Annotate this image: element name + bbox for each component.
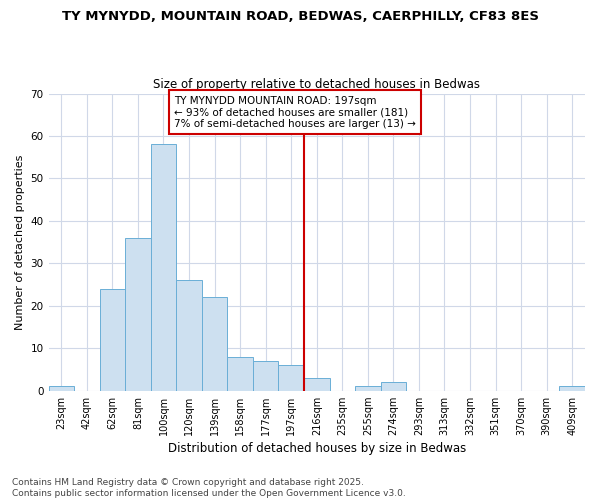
Y-axis label: Number of detached properties: Number of detached properties (15, 154, 25, 330)
Bar (202, 298, 227, 390)
Bar (304, 378, 329, 390)
Bar (559, 386, 585, 390)
Bar (253, 361, 278, 390)
Title: Size of property relative to detached houses in Bedwas: Size of property relative to detached ho… (153, 78, 480, 91)
Bar (380, 382, 406, 390)
Bar (355, 386, 380, 390)
Bar (151, 144, 176, 390)
Text: TY MYNYDD, MOUNTAIN ROAD, BEDWAS, CAERPHILLY, CF83 8ES: TY MYNYDD, MOUNTAIN ROAD, BEDWAS, CAERPH… (62, 10, 539, 23)
Bar (278, 365, 304, 390)
X-axis label: Distribution of detached houses by size in Bedwas: Distribution of detached houses by size … (167, 442, 466, 455)
Text: TY MYNYDD MOUNTAIN ROAD: 197sqm
← 93% of detached houses are smaller (181)
7% of: TY MYNYDD MOUNTAIN ROAD: 197sqm ← 93% of… (174, 96, 416, 129)
Bar (125, 238, 151, 390)
Bar (49, 386, 74, 390)
Bar (100, 289, 125, 390)
Bar (176, 280, 202, 390)
Text: Contains HM Land Registry data © Crown copyright and database right 2025.
Contai: Contains HM Land Registry data © Crown c… (12, 478, 406, 498)
Bar (227, 356, 253, 390)
